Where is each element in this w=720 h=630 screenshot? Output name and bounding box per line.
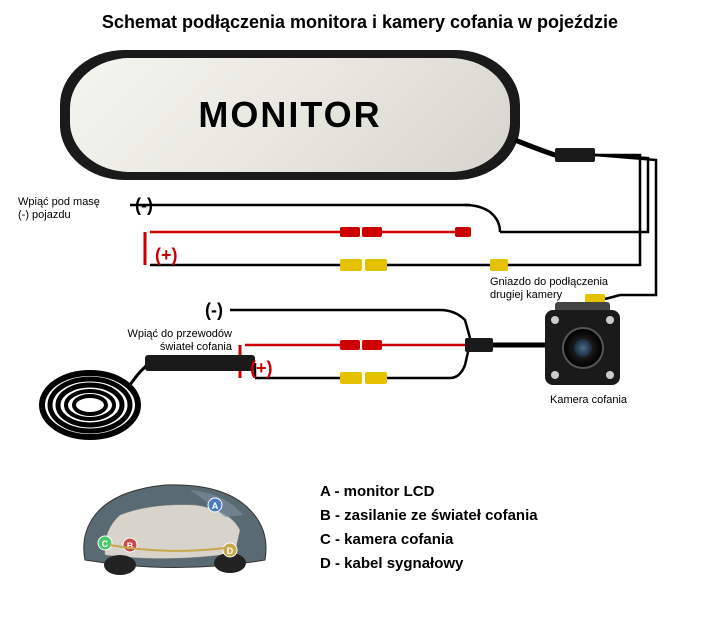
label-second-camera: Gniazdo do podłączeniadrugiej kamery [490, 276, 630, 302]
mirror-monitor: MONITOR [60, 50, 520, 180]
label-ground: Wpiąć pod masę(-) pojazdu [18, 196, 128, 222]
svg-text:A: A [212, 501, 219, 511]
cable-tie-bar [145, 355, 255, 371]
svg-text:D: D [227, 546, 234, 556]
mirror-screen: MONITOR [70, 58, 510, 172]
legend-d: D - kabel sygnałowy [320, 552, 538, 576]
label-camera-caption: Kamera cofania [550, 394, 627, 407]
label-reverse-lights: Wpiąć do przewodówświateł cofania [112, 328, 232, 354]
rear-camera [545, 310, 620, 385]
legend: A - monitor LCD B - zasilanie ze świateł… [320, 480, 538, 576]
legend-a: A - monitor LCD [320, 480, 538, 504]
svg-text:B: B [127, 541, 134, 551]
svg-text:C: C [102, 539, 109, 549]
polarity-plus-2: (+) [250, 358, 273, 379]
polarity-minus-2: (-) [205, 300, 223, 321]
polarity-plus-1: (+) [155, 245, 178, 266]
monitor-label: MONITOR [198, 94, 381, 136]
legend-b: B - zasilanie ze świateł cofania [320, 504, 538, 528]
polarity-minus-1: (-) [135, 195, 153, 216]
legend-c: C - kamera cofania [320, 528, 538, 552]
diagram-title: Schemat podłączenia monitora i kamery co… [0, 12, 720, 33]
